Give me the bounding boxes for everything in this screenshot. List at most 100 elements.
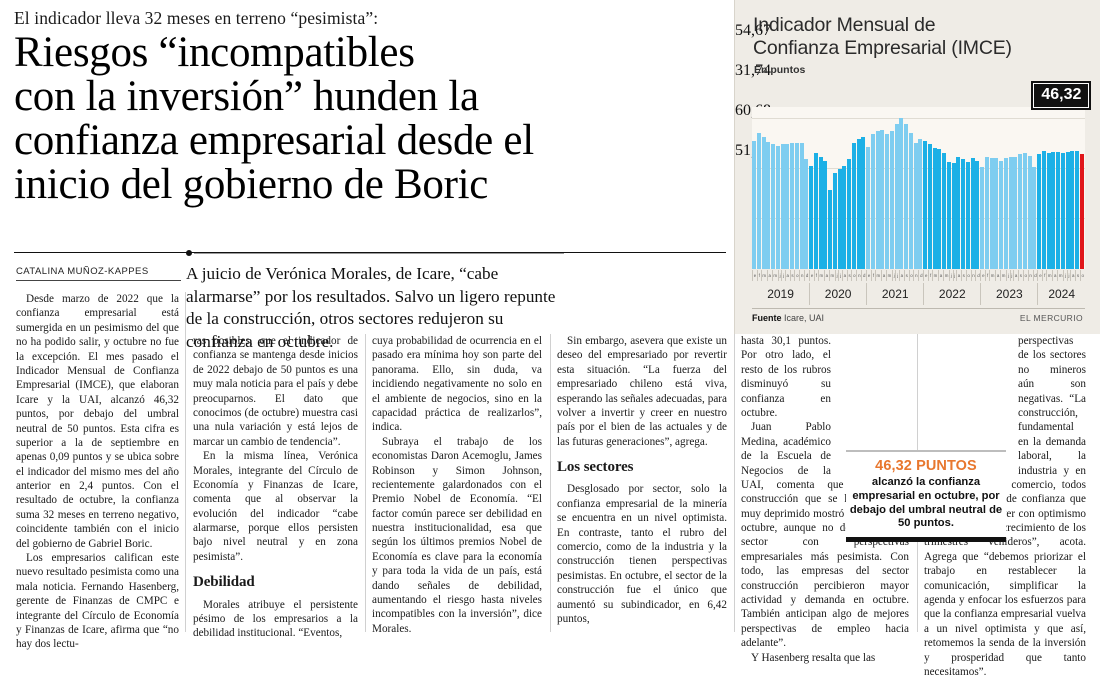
paragraph: En la misma línea, Verónica Morales, int… — [193, 450, 358, 563]
paragraph: Morales atribuye el persistente pésimo d… — [193, 598, 358, 640]
chart-bar — [975, 160, 980, 269]
month-tick: s — [903, 270, 909, 281]
paragraph: Desde marzo de 2022 que la confianza emp… — [16, 293, 179, 550]
chart-bar — [1056, 152, 1061, 269]
chart-bar — [980, 166, 985, 269]
chart-bar — [956, 156, 961, 269]
chart-bar — [1065, 151, 1070, 269]
column-rule — [734, 334, 735, 632]
month-tick: a — [784, 270, 790, 281]
chart-bar — [1079, 153, 1084, 269]
headline-line-3: confianza empresarial desde el — [14, 116, 534, 164]
month-tick: d — [804, 270, 809, 281]
month-tick: e — [923, 270, 928, 281]
chart-bar — [1008, 156, 1013, 269]
chart-subtitle: En puntos — [754, 64, 806, 76]
month-tick: f — [1042, 270, 1046, 281]
month-tick: m — [771, 270, 778, 281]
standfirst-marker — [186, 248, 564, 258]
month-tick: f — [871, 270, 875, 281]
chart-bar — [823, 160, 828, 269]
headline-line-2: con la inversión” hunden la — [14, 72, 479, 120]
month-tick: a — [995, 270, 1000, 281]
pullquote-box: 46,32 PUNTOS alcanzó la confianza empres… — [846, 450, 1006, 543]
chart-bar — [961, 159, 966, 269]
chart-bar — [1046, 153, 1051, 269]
chart-bar — [923, 141, 928, 269]
pullquote-wrap-spacer — [924, 337, 1012, 465]
pullquote-top-rule — [846, 450, 1006, 452]
pullquote-bottom-rule — [846, 537, 1006, 543]
month-tick: j — [1006, 270, 1009, 281]
chart-bar — [785, 143, 790, 269]
chart-bar — [752, 140, 757, 269]
chart-bar — [1060, 153, 1065, 269]
body-column-1: Desde marzo de 2022 que la confianza emp… — [16, 292, 179, 652]
chart-bar — [828, 189, 833, 269]
chart-bar — [832, 173, 837, 269]
month-tick: e — [809, 270, 814, 281]
chart-bar — [866, 146, 871, 269]
chart-bar — [861, 136, 866, 269]
month-tick: j — [777, 270, 781, 281]
chart-bar — [994, 158, 999, 269]
month-tick: m — [817, 270, 824, 281]
month-tick: a — [1052, 270, 1057, 281]
column-rule — [365, 334, 366, 632]
month-tick: m — [874, 270, 881, 281]
chart-bar — [775, 145, 780, 269]
chart-bar — [771, 144, 776, 269]
chart-bar — [761, 136, 766, 269]
chart-bar — [927, 144, 932, 269]
year-label-2021: 2021 — [866, 283, 923, 305]
year-label-2019: 2019 — [767, 287, 794, 301]
chart-bar — [889, 130, 894, 269]
chart-bar — [942, 153, 947, 269]
month-tick: j — [949, 270, 952, 281]
month-tick: s — [846, 270, 852, 281]
chart-bar — [1070, 151, 1075, 269]
month-tick: j — [838, 270, 841, 281]
month-tick: m — [1000, 270, 1006, 281]
pullquote-figure: 46,32 PUNTOS — [875, 458, 977, 474]
month-tick: e — [866, 270, 871, 281]
pullquote-wrap-spacer — [837, 337, 909, 465]
body-column-4: Sin embargo, asevera que existe un deseo… — [557, 334, 727, 626]
year-label-2022: 2022 — [923, 283, 980, 305]
month-tick: e — [752, 270, 757, 281]
chart-bar — [1041, 150, 1046, 269]
month-tick: a — [1070, 270, 1075, 281]
chart-source: Fuente Icare, UAI — [752, 313, 824, 323]
month-tick: a — [938, 270, 943, 281]
month-tick: f — [814, 270, 818, 281]
standfirst-block: A juicio de Verónica Morales, de Icare, … — [186, 248, 564, 354]
section-heading: Debilidad — [193, 574, 255, 591]
chart-year-axis: 2019 2020 2021 2022 2023 2024 — [752, 283, 1085, 305]
month-tick: j — [952, 270, 956, 281]
month-tick: f — [985, 270, 989, 281]
chart-bar — [913, 143, 918, 269]
month-tick: j — [892, 270, 895, 281]
chart-bar — [847, 159, 852, 269]
month-tick: e — [980, 270, 985, 281]
chart-bar — [780, 144, 785, 269]
bullet-dot-icon — [186, 250, 192, 256]
chart-bar — [951, 163, 956, 269]
chart-title-line-1: Indicador Mensual de — [753, 14, 936, 36]
section-heading: Los sectores — [557, 459, 634, 476]
chart-source-value: Icare, UAI — [784, 313, 825, 323]
chart-bar — [999, 160, 1004, 269]
chart-bar — [1003, 158, 1008, 269]
chart-bar — [946, 161, 951, 269]
month-tick: a — [880, 270, 886, 281]
paragraph: Desglosado por sector, solo la confianza… — [557, 483, 727, 625]
month-tick: j — [1066, 270, 1070, 281]
month-tick: m — [760, 270, 767, 281]
chart-bar — [809, 165, 814, 269]
month-tick: m — [885, 270, 892, 281]
standfirst-text: A juicio de Verónica Morales, de Icare, … — [186, 264, 556, 352]
month-tick: j — [1063, 270, 1066, 281]
paragraph: Subraya el trabajo de los economistas Da… — [372, 435, 542, 635]
kicker: El indicador lleva 32 meses en terreno “… — [14, 8, 379, 28]
